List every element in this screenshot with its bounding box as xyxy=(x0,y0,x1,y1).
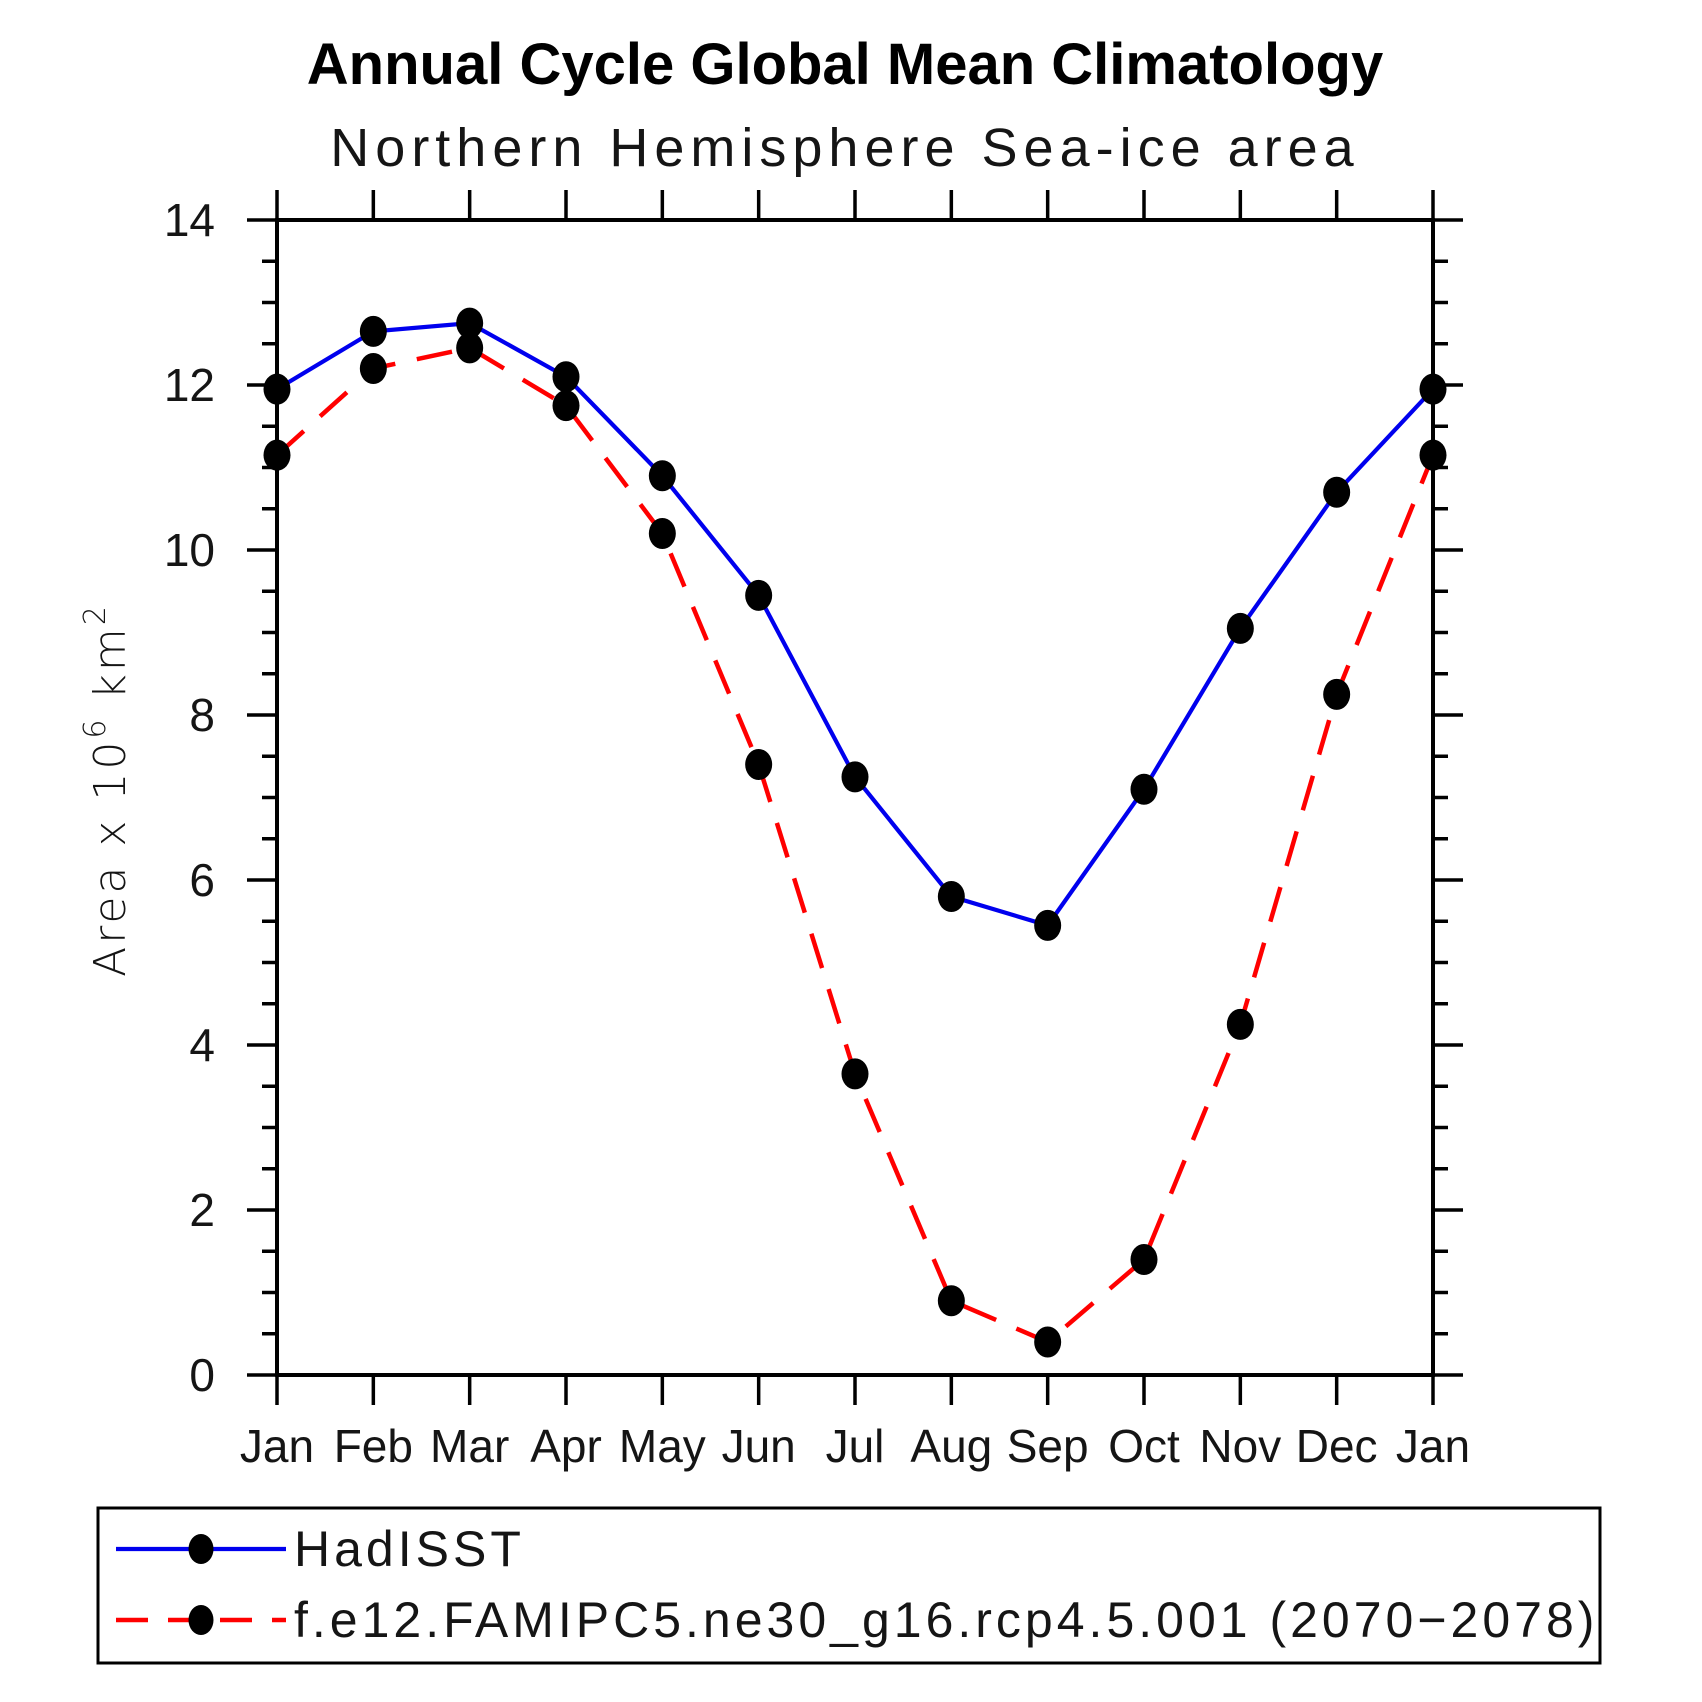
data-point xyxy=(1419,439,1447,471)
series-line-model xyxy=(275,345,1436,1345)
data-point xyxy=(1226,1008,1254,1040)
plot-frame xyxy=(275,218,1435,1377)
data-point xyxy=(1034,1326,1062,1358)
x-tick-label: Feb xyxy=(334,1420,413,1472)
x-tick-label: Jan xyxy=(240,1420,314,1472)
data-point xyxy=(263,373,291,405)
x-tick-label: Dec xyxy=(1296,1420,1378,1472)
data-point xyxy=(1226,612,1254,644)
data-point xyxy=(456,332,484,364)
x-tick-label: Oct xyxy=(1108,1420,1180,1472)
y-tick-label: 8 xyxy=(189,689,215,741)
series-markers-model xyxy=(263,332,1447,1358)
y-tick-label: 0 xyxy=(189,1349,215,1401)
data-point xyxy=(841,1058,869,1090)
x-tick-label: Sep xyxy=(1007,1420,1089,1472)
data-point xyxy=(1130,773,1158,805)
data-point xyxy=(1419,373,1447,405)
legend-frame xyxy=(96,1506,1602,1665)
legend-marker xyxy=(188,1534,214,1564)
data-point xyxy=(359,353,387,384)
data-point xyxy=(359,315,387,347)
legend-box: HadISST f.e12.FAMIPC5.ne30_g16.rcp4.5.001… xyxy=(96,1506,1602,1665)
x-tick-label: Mar xyxy=(430,1420,509,1472)
x-tick-label: Aug xyxy=(910,1420,992,1472)
data-point xyxy=(1323,678,1351,710)
data-point xyxy=(552,390,580,422)
y-axis-title: Area x 106 km2 xyxy=(78,603,136,977)
y-tick-label: 12 xyxy=(164,359,215,411)
data-point xyxy=(552,361,580,393)
data-point xyxy=(745,749,773,780)
x-tick-label: Jan xyxy=(1396,1420,1470,1472)
x-tick-label: May xyxy=(619,1420,706,1472)
x-tick-label: Jun xyxy=(722,1420,796,1472)
y-tick-label: 6 xyxy=(189,854,215,906)
chart-title: Annual Cycle Global Mean Climatology xyxy=(307,32,1383,97)
y-axis: 0 2 4 6 8 10 12 14 xyxy=(164,194,1463,1401)
plot-area: Jan Feb Mar Apr May Jun Jul Aug Sep Oct Nov Dec Jan 0… xyxy=(78,190,1470,1472)
legend-label: f.e12.FAMIPC5.ne30_g16.rcp4.5.001 (2070−… xyxy=(294,1592,1598,1648)
data-point xyxy=(648,460,676,492)
legend-marker xyxy=(188,1605,214,1635)
data-point xyxy=(456,307,484,339)
data-point xyxy=(1323,476,1351,508)
y-tick-label: 14 xyxy=(164,194,215,246)
y-tick-label: 2 xyxy=(189,1184,215,1236)
series-line-hadisst xyxy=(275,320,1435,928)
series-markers-hadisst xyxy=(263,307,1447,941)
legend-label: HadISST xyxy=(294,1521,525,1577)
data-point xyxy=(1130,1244,1158,1275)
y-tick-label: 10 xyxy=(164,524,215,576)
x-tick-label: Apr xyxy=(530,1420,602,1472)
chart-subtitle: Northern Hemisphere Sea-ice area xyxy=(330,118,1359,178)
data-point xyxy=(841,761,869,793)
y-tick-label: 4 xyxy=(189,1019,215,1071)
x-tick-label: Nov xyxy=(1199,1420,1281,1472)
data-point xyxy=(745,579,773,611)
data-point xyxy=(263,439,291,471)
x-tick-label: Jul xyxy=(826,1420,885,1472)
data-point xyxy=(937,881,965,912)
data-point xyxy=(1034,909,1062,941)
data-point xyxy=(648,518,676,549)
x-axis: Jan Feb Mar Apr May Jun Jul Aug Sep Oct Nov Dec Jan xyxy=(240,190,1470,1472)
data-point xyxy=(937,1285,965,1317)
